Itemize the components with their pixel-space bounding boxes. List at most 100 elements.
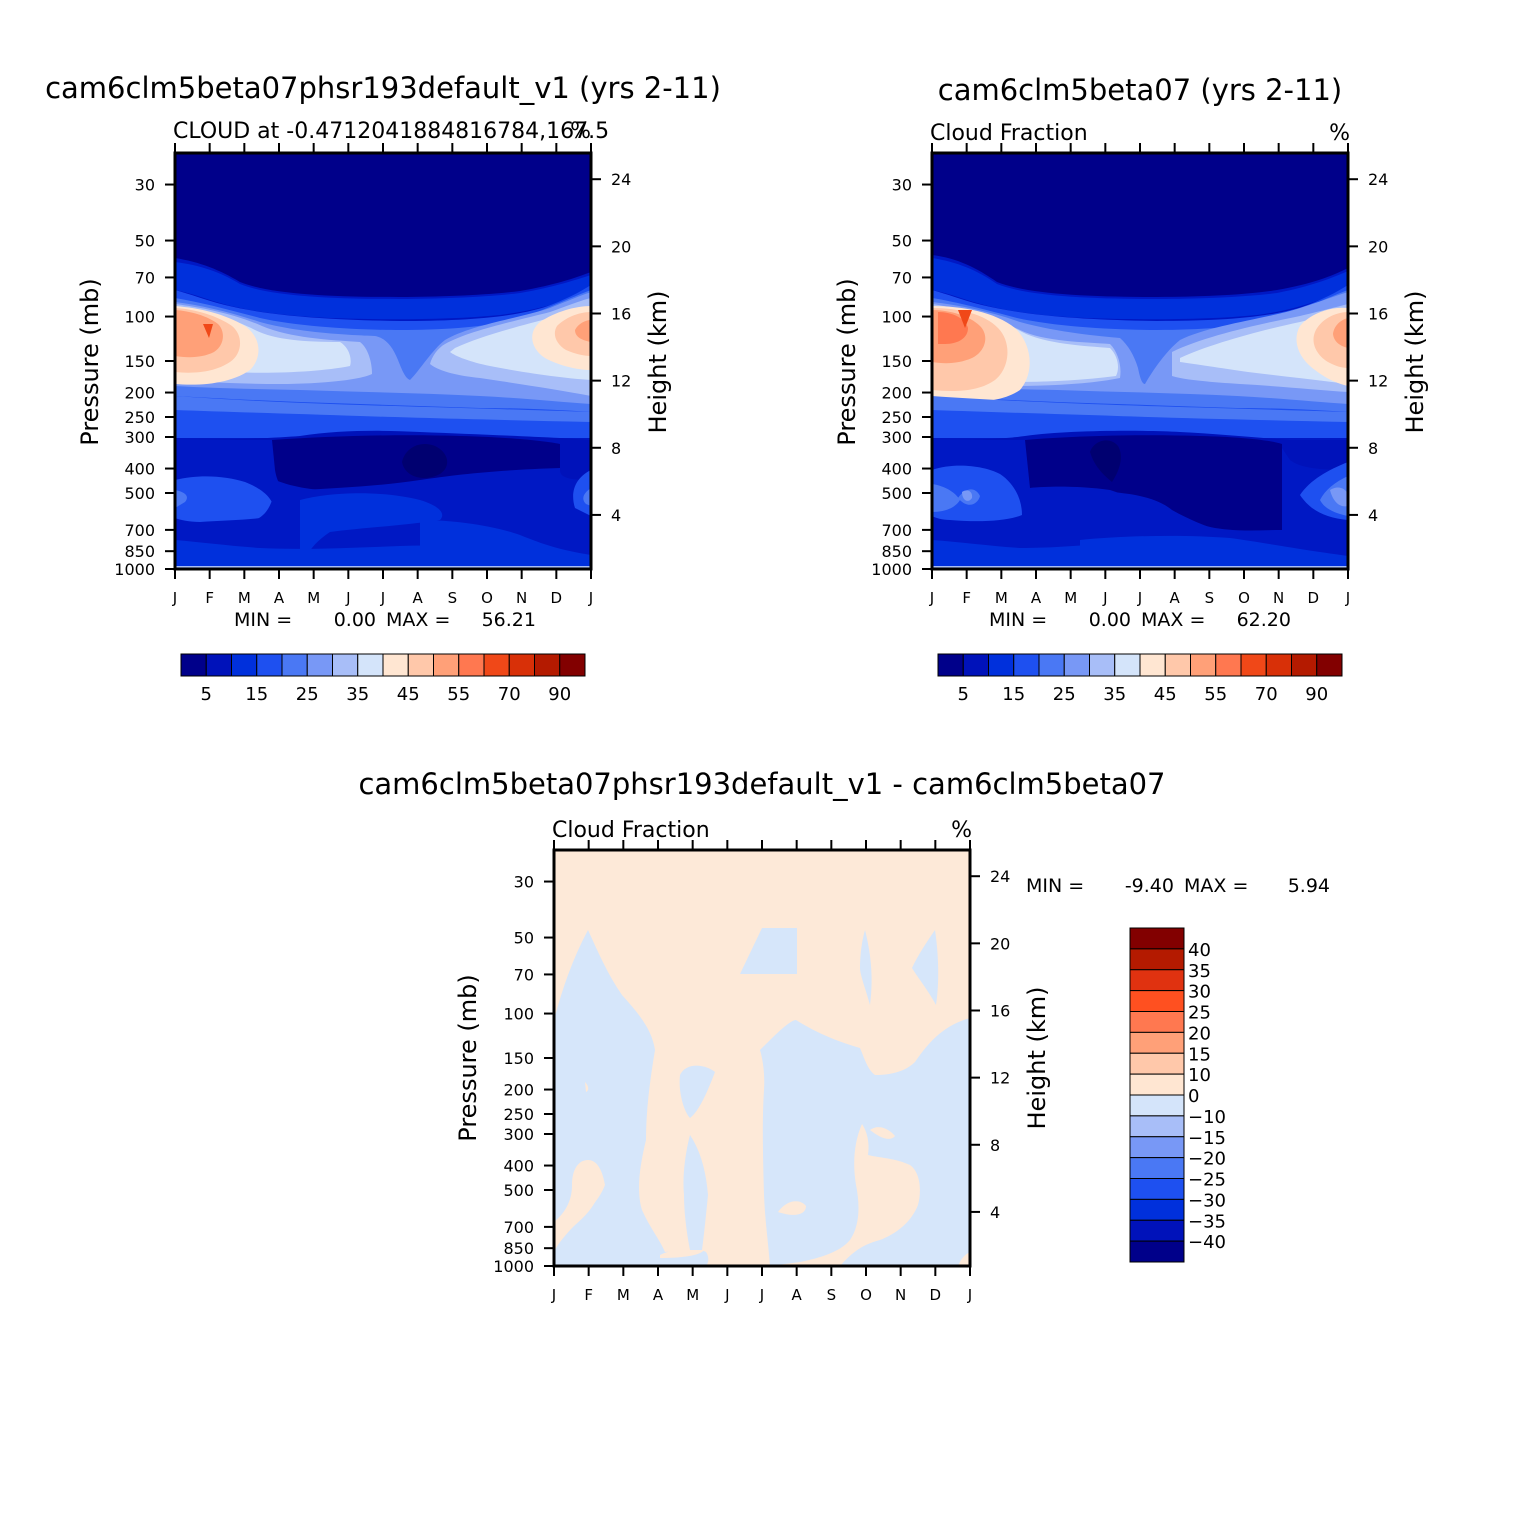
colorbar-label: 35 [1103,684,1126,705]
colorbar-label: 35 [1188,961,1211,982]
panel-1-max-label: MAX = [386,609,450,631]
colorbar-box [1129,1011,1185,1033]
y-tick-label: 200 [503,1081,534,1100]
y2-tick-label: 20 [990,934,1010,953]
y-tick-label: 200 [881,384,912,403]
colorbar-box [1265,653,1292,677]
x-tick-label: D [1308,589,1320,607]
y-tick-label: 1000 [493,1257,534,1276]
y2-tick-label: 24 [1368,170,1388,189]
x-tick-label: J [172,589,177,607]
colorbar-label: −35 [1188,1211,1226,1232]
colorbar-label: −10 [1188,1107,1226,1128]
panel-1-min-value: 0.00 [334,609,376,631]
panel-2-ylabel: Pressure (mb) [833,278,861,445]
panel-1-min-label: MIN = [234,609,292,631]
panel-3-units: % [951,818,972,843]
x-tick-label: A [274,589,285,607]
x-tick-label: N [1273,589,1284,607]
y2-tick-label: 16 [1368,304,1388,323]
colorbar-box [357,653,384,677]
x-tick-label: J [1345,589,1350,607]
y-tick-label: 250 [881,408,912,427]
colorbar-box [1129,1031,1185,1054]
colorbar-label: 15 [245,684,268,705]
y2-tick-label: 8 [990,1136,1000,1155]
x-tick-label: O [1238,589,1250,607]
colorbar-label: 90 [548,684,571,705]
colorbar-box [1129,969,1185,992]
colorbar-box [1129,1115,1185,1138]
colorbar-box [1240,653,1267,677]
x-tick-label: M [686,1286,699,1304]
colorbar-box [1129,1219,1185,1242]
x-tick-label: J [345,589,350,607]
y-tick-label: 500 [881,484,912,503]
y-tick-label: 200 [124,384,155,403]
x-tick-label: O [481,589,493,607]
colorbar-label: 90 [1305,684,1328,705]
x-tick-label: N [516,589,527,607]
colorbar-box [1129,1157,1185,1179]
x-tick-label: O [860,1286,872,1304]
colorbar-label: −25 [1188,1170,1226,1191]
y-tick-label: 1000 [871,560,912,579]
y-tick-label: 100 [124,308,155,327]
panel-2-units: % [1329,121,1350,146]
y-tick-label: 100 [503,1005,534,1024]
y-tick-label: 30 [892,176,912,195]
panel-1-units: % [570,119,591,144]
colorbar-box [180,653,207,677]
x-tick-label: S [827,1286,837,1304]
y-tick-label: 30 [514,873,534,892]
panel-3: cam6clm5beta07phsr193default_v1 - cam6cl… [358,767,1330,1304]
y-tick-label: 400 [503,1157,534,1176]
panel-1-field [175,153,591,569]
colorbar-box [937,653,964,677]
panel-2-y2label: Height (km) [1401,291,1429,434]
colorbar-box [1129,990,1185,1012]
x-tick-label: M [617,1286,630,1304]
y-tick-label: 400 [881,460,912,479]
colorbar-box [306,653,333,677]
panel-1-ylabel: Pressure (mb) [76,278,104,445]
panel-2-title: cam6clm5beta07 (yrs 2-11) [938,73,1343,107]
y-tick-label: 700 [124,521,155,540]
y-tick-label: 400 [124,460,155,479]
y-tick-label: 50 [892,232,912,251]
y-tick-label: 300 [124,428,155,447]
colorbar-box [1114,653,1141,677]
y-tick-label: 300 [881,428,912,447]
colorbar-label: 15 [1188,1044,1211,1065]
panel-3-field [554,850,970,1266]
colorbar-label: 10 [1188,1065,1211,1086]
panel-2-min-value: 0.00 [1089,609,1131,631]
panel-2-max-label: MAX = [1141,609,1205,631]
colorbar-box [1089,653,1116,677]
colorbar-box [962,653,989,677]
colorbar-box [1291,653,1318,677]
colorbar-box [332,653,359,677]
colorbar-label: −20 [1188,1149,1226,1170]
colorbar-box [407,653,434,677]
panel-3-ylabel: Pressure (mb) [454,974,482,1141]
panel-1: cam6clm5beta07phsr193default_v1 (yrs 2-1… [45,71,721,705]
colorbar-box [1129,1052,1185,1075]
y-tick-label: 850 [124,542,155,561]
y-tick-label: 50 [514,929,534,948]
y2-tick-label: 12 [1368,372,1388,391]
colorbar-box [205,653,232,677]
x-tick-label: M [238,589,251,607]
colorbar-box [508,653,535,677]
colorbar-label: 70 [498,684,521,705]
colorbar-label: 45 [397,684,420,705]
x-tick-label: J [929,589,934,607]
colorbar-label: 5 [201,684,212,705]
y-tick-label: 70 [514,965,534,984]
colorbar-box [1129,1198,1185,1221]
y-tick-label: 150 [124,352,155,371]
colorbar-box [483,653,510,677]
panel-3-title: cam6clm5beta07phsr193default_v1 - cam6cl… [358,767,1165,801]
colorbar-label: 15 [1002,684,1025,705]
y-tick-label: 250 [124,408,155,427]
